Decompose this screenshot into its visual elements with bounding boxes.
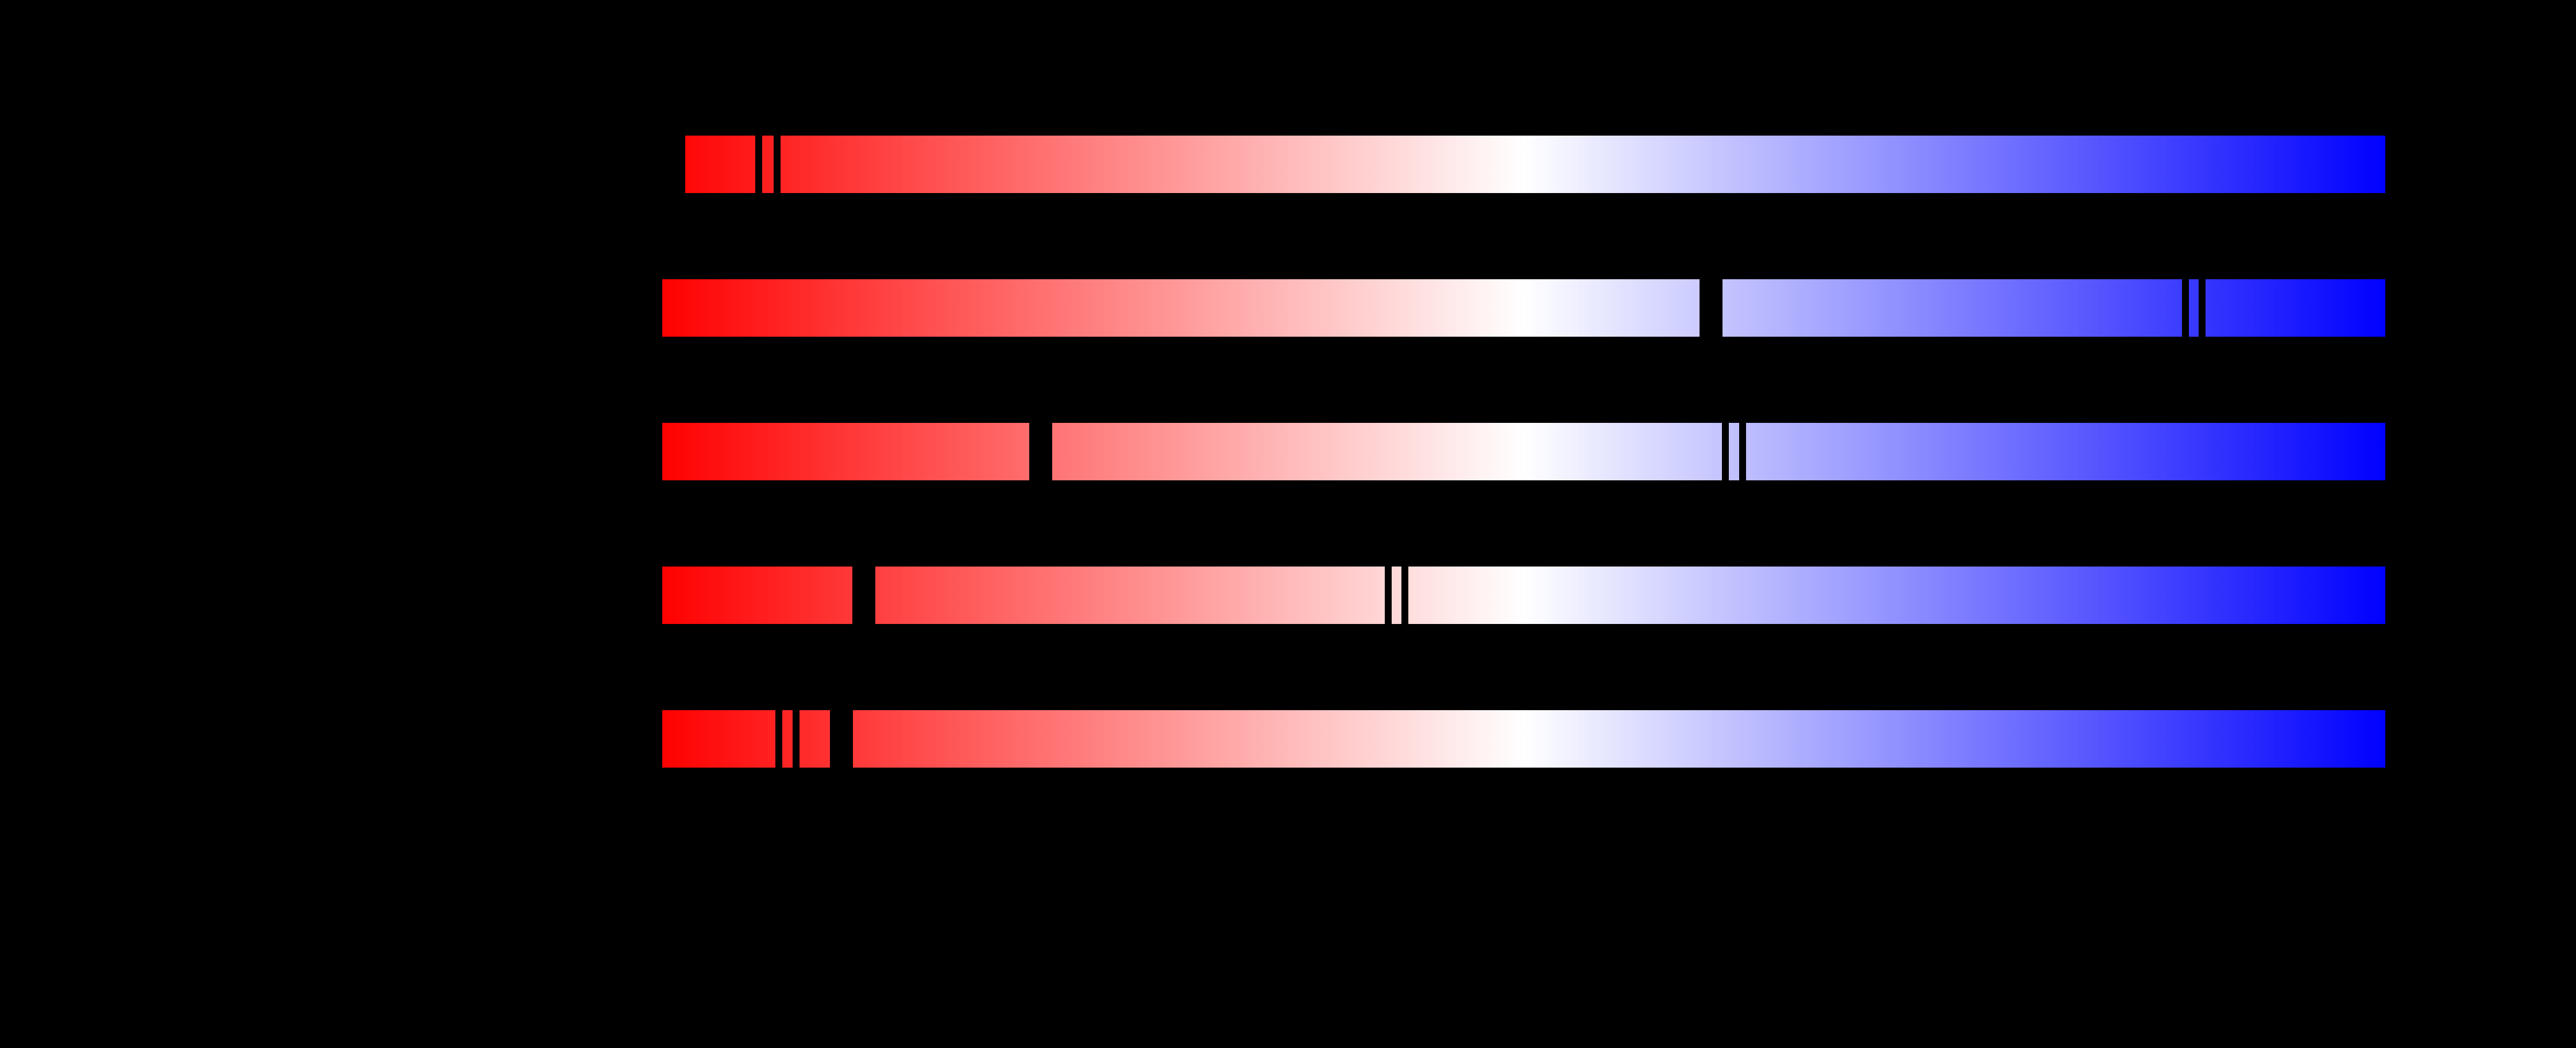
- gradient-bar-row-5: [662, 710, 2385, 768]
- gradient-bar-row-1: [662, 135, 2385, 194]
- gradient-bar-row-4: [662, 566, 2385, 625]
- tick-marker: [1722, 422, 1729, 481]
- tick-marker: [2182, 279, 2189, 337]
- tick-marker: [755, 135, 762, 194]
- tick-marker: [774, 135, 781, 194]
- gradient-bar-row-2: [662, 279, 2385, 337]
- wide-gap-marker: [852, 566, 875, 625]
- wide-gap-marker: [1029, 422, 1052, 481]
- wide-gap-marker: [1699, 279, 1723, 337]
- tick-marker: [1401, 566, 1408, 625]
- tick-marker: [1739, 422, 1746, 481]
- wide-gap-marker: [662, 135, 686, 194]
- tick-marker: [793, 710, 800, 768]
- tick-marker: [775, 710, 783, 768]
- wide-gap-marker: [830, 710, 853, 768]
- tick-marker: [2199, 279, 2206, 337]
- gradient-bar-row-3: [662, 422, 2385, 481]
- tick-marker: [1384, 566, 1392, 625]
